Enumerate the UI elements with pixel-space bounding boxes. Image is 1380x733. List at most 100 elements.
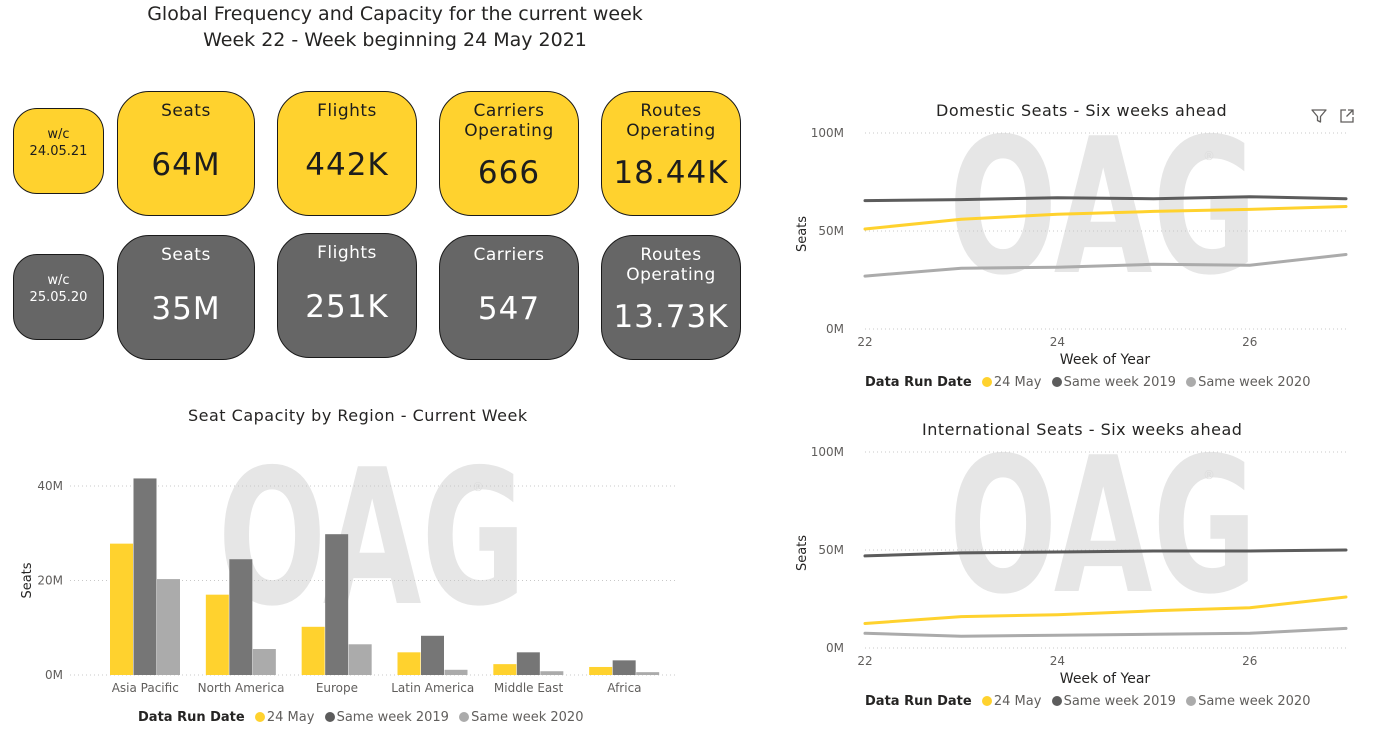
legend-dot-2020 (1186, 377, 1197, 387)
x-tick-label: 24 (1050, 335, 1065, 349)
bar[interactable] (325, 534, 349, 675)
seat-capacity-bar-chart[interactable]: OAG® 0M 20M 40M Seats Asia Pacific North Ameri… (0, 433, 690, 733)
oag-watermark: OAG (949, 122, 1257, 316)
y-tick-label: 100M (811, 445, 844, 459)
bar-chart-legend: Data Run Date 24 May Same week 2019 Same… (138, 710, 583, 725)
y-tick-label: 40M (37, 479, 63, 493)
series-line-current[interactable] (863, 595, 1348, 625)
legend-title: Data Run Date (865, 694, 972, 709)
bar[interactable] (444, 669, 468, 675)
bar[interactable] (493, 664, 517, 675)
week-date: 24.05.21 (29, 144, 88, 159)
bar[interactable] (612, 660, 636, 675)
kpi-label: Flights (317, 243, 377, 263)
legend-dot-current (981, 696, 992, 706)
filter-icon[interactable] (1310, 107, 1328, 125)
bar[interactable] (397, 652, 421, 675)
y-tick-label: 50M (818, 543, 844, 557)
kpi-value: 666 (477, 155, 541, 191)
bar[interactable] (205, 594, 229, 675)
bar[interactable] (421, 635, 444, 675)
series-line-2019[interactable] (863, 195, 1348, 203)
registered-mark: ® (472, 480, 484, 494)
series-line-2019[interactable] (863, 548, 1348, 558)
kpi-card-routes-previous[interactable]: Routes Operating 13.73K (601, 235, 741, 360)
bar[interactable] (348, 644, 372, 675)
kpi-card-flights-previous[interactable]: Flights 251K (277, 233, 417, 358)
domestic-chart-legend: Data Run Date 24 May Same week 2019 Same… (865, 375, 1310, 390)
legend-title: Data Run Date (865, 375, 972, 390)
legend-dot-current (254, 712, 265, 722)
kpi-label-line2: Operating (626, 121, 716, 141)
oag-watermark: OAG (949, 441, 1257, 635)
bar[interactable] (229, 559, 253, 675)
x-tick-label: Africa (607, 681, 641, 695)
legend-item-label[interactable]: Same week 2019 (336, 710, 449, 725)
legend-dot-2020 (459, 712, 470, 722)
kpi-label: Seats (161, 101, 211, 121)
bar[interactable] (516, 652, 540, 675)
x-tick-label: 22 (857, 335, 872, 349)
y-tick-label: 0M (45, 668, 63, 682)
y-tick-label: 20M (37, 574, 63, 588)
legend-item-label[interactable]: Same week 2019 (1063, 694, 1176, 709)
registered-mark: ® (1203, 468, 1215, 482)
kpi-card-carriers-current[interactable]: Carriers Operating 666 (439, 91, 579, 216)
bar[interactable] (540, 671, 564, 675)
bar[interactable] (133, 478, 157, 675)
x-tick-label: Asia Pacific (112, 681, 179, 695)
legend-dot-2019 (1051, 696, 1062, 706)
kpi-card-seats-previous[interactable]: Seats 35M (117, 235, 255, 360)
bar-chart-title: Seat Capacity by Region - Current Week (188, 406, 528, 425)
bar[interactable] (589, 666, 613, 675)
international-seats-line-chart[interactable]: OAG® 0M 50M 100M 22 24 26 Week of Year Seats (790, 441, 1380, 691)
kpi-value: 64M (151, 147, 221, 183)
legend-item-label[interactable]: 24 May (993, 375, 1042, 390)
kpi-value: 13.73K (613, 299, 729, 335)
kpi-label: Flights (317, 101, 377, 121)
legend-item-label[interactable]: Same week 2020 (471, 710, 584, 725)
x-tick-label: Middle East (494, 681, 564, 695)
previous-week-badge: w/c 25.05.20 (13, 254, 104, 340)
kpi-card-flights-current[interactable]: Flights 442K (277, 91, 417, 216)
bar[interactable] (110, 543, 133, 675)
x-axis-title: Week of Year (1060, 671, 1151, 687)
kpi-value: 35M (151, 291, 221, 327)
kpi-card-carriers-previous[interactable]: Carriers 547 (439, 235, 579, 360)
focus-mode-icon[interactable] (1338, 107, 1356, 125)
week-prefix: w/c (47, 127, 70, 142)
x-tick-label: North America (198, 681, 285, 695)
legend-item-label[interactable]: 24 May (266, 710, 315, 725)
domestic-chart-title: Domestic Seats - Six weeks ahead (936, 101, 1228, 120)
kpi-label-line2: Operating (464, 121, 554, 141)
series-line-2020[interactable] (863, 253, 1348, 278)
series-line-2020[interactable] (863, 626, 1348, 638)
kpi-card-routes-current[interactable]: Routes Operating 18.44K (601, 91, 741, 216)
domestic-seats-line-chart[interactable]: OAG® 0M 50M 100M 22 24 26 Week of Year Seats (790, 122, 1380, 372)
y-tick-label: 0M (826, 641, 844, 655)
bar[interactable] (252, 649, 276, 675)
week-prefix: w/c (47, 273, 70, 288)
y-tick-label: 0M (826, 322, 844, 336)
bar[interactable] (636, 672, 660, 675)
legend-item-label[interactable]: 24 May (993, 694, 1042, 709)
legend-item-label[interactable]: Same week 2020 (1198, 694, 1311, 709)
y-axis-title: Seats (20, 562, 35, 598)
legend-item-label[interactable]: Same week 2019 (1063, 375, 1176, 390)
bar[interactable] (301, 626, 325, 675)
legend-dot-current (981, 377, 992, 387)
bar[interactable] (157, 579, 180, 675)
international-chart-title: International Seats - Six weeks ahead (922, 420, 1243, 439)
registered-mark: ® (1203, 149, 1215, 163)
x-tick-label: 24 (1050, 654, 1065, 668)
legend-item-label[interactable]: Same week 2020 (1198, 375, 1311, 390)
kpi-card-seats-current[interactable]: Seats 64M (117, 91, 255, 216)
kpi-label: Carriers (473, 245, 545, 265)
legend-dot-2019 (1051, 377, 1062, 387)
x-tick-label: Latin America (391, 681, 474, 695)
kpi-label: Routes (640, 245, 702, 265)
kpi-value: 547 (477, 291, 541, 327)
legend-title: Data Run Date (138, 710, 245, 725)
series-line-current[interactable] (863, 205, 1348, 231)
kpi-label: Seats (161, 245, 211, 265)
